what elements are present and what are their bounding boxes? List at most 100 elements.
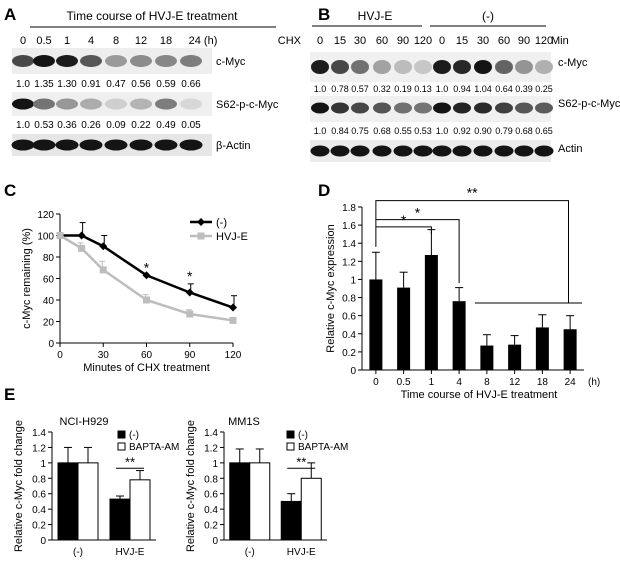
panel-a-cmyc-band-0: [12, 55, 34, 67]
chart-d-ytick-label: 1.6: [342, 221, 356, 232]
chart-e1-xtick-label-1: HVJ-E: [116, 547, 145, 558]
chart-e2-bar-1-0: [249, 462, 271, 541]
panel-b-actin-band-1: [330, 145, 350, 157]
panel-a-s62-band-7: [180, 98, 202, 110]
chart-c-point-0-3: [142, 271, 151, 280]
chart-e1-significance-0: **: [125, 454, 135, 469]
chart-c-xtick-label: 120: [225, 350, 242, 361]
panel-b-timepoint-11: 120: [535, 35, 553, 47]
panel-b-group-hvje: HVJ-E: [358, 9, 393, 23]
panel-b-blot-s62-label: S62-p-c-Myc: [558, 98, 620, 110]
chart-d-xtick-label-4: 8: [484, 377, 490, 388]
panel-a-actin-band-2: [55, 139, 79, 151]
chart-d-bar-7: [563, 329, 577, 370]
panel-a-s62-band-0: [12, 98, 34, 110]
panel-b-s62-band-10: [515, 102, 533, 114]
panel-a-actin-band-1: [32, 139, 56, 151]
chart-d-xtick-label-1: 0.5: [397, 377, 411, 388]
chart-e2: 0 0.2 0.4 0.6 0.8 1 1.2 1.4 MM1S Relative c-Myc f…: [185, 416, 348, 558]
chart-e1-ytick-label: 0.2: [32, 521, 46, 532]
chart-c-significance-0: *: [144, 259, 150, 275]
panel-b-cmyc-value-4: 0.19: [394, 84, 412, 94]
chart-e2-ytick-label: 0.2: [204, 521, 218, 532]
chart-c-point-0-5: [229, 303, 237, 312]
panel-b-actin-band-6: [432, 145, 452, 157]
panel-b-s62-value-8: 0.90: [474, 126, 492, 136]
chart-c-xlabel: Minutes of CHX treatment: [83, 362, 210, 374]
panel-a-s62-value-0: 1.0: [16, 120, 30, 131]
chart-c-significance-1: *: [187, 268, 193, 284]
chart-d-bar-4: [480, 345, 494, 370]
panel-a-s62-value-2: 0.36: [57, 120, 77, 131]
panel-b-timepoint-10: 90: [518, 35, 530, 47]
panel-a-cmyc-band-4: [105, 55, 127, 67]
chart-c-ytick-label: 60: [43, 275, 55, 286]
chart-e1-ytick-label: 0.6: [32, 490, 46, 501]
chart-c-ytick-label: 100: [37, 232, 54, 243]
panel-a-timepoint-2: 1: [64, 35, 70, 47]
chart-d-ytick-label: 1.8: [342, 203, 356, 214]
panel-a-s62-band-2: [56, 98, 78, 110]
panel-b-cmyc-value-9: 0.64: [495, 84, 513, 94]
panel-b-timepoint-9: 60: [498, 35, 510, 47]
panel-a-s62-band-6: [155, 98, 177, 110]
chart-e2-ylabel: Relative c-Myc fold change: [185, 420, 197, 552]
chart-c-point-1-2: [99, 266, 107, 274]
panel-b-s62-band-5: [414, 102, 432, 114]
chart-c-ytick-label: 40: [43, 296, 55, 307]
chart-e1-bar-0-0: [57, 462, 79, 541]
chart-d-xtick-label-5: 12: [509, 377, 521, 388]
chart-c-xtick-label: 30: [98, 350, 110, 361]
chart-e1: 0 0.2 0.4 0.6 0.8 1 1.2 1.4 NCI-H929 Relative c-M…: [13, 416, 179, 558]
panel-b-actin-band-10: [514, 145, 534, 157]
panel-letter-b: B: [318, 5, 330, 24]
panel-b-actin-band-5: [413, 145, 433, 157]
panel-a-timepoint-5: 12: [135, 35, 147, 47]
panel-b-s62-band-11: [535, 102, 553, 114]
chart-e1-bar-1-0: [77, 462, 99, 541]
panel-b-cmyc-value-2: 0.57: [351, 84, 369, 94]
panel-a-s62-band-5: [130, 98, 152, 110]
panel-b-s62-band-9: [495, 102, 513, 114]
panel-b-cmyc-value-3: 0.32: [373, 84, 391, 94]
chart-d-ytick-label: 0.8: [342, 294, 356, 305]
panel-b-timepoint-0: 0: [317, 35, 323, 47]
panel-b-timepoint-8: 30: [477, 35, 489, 47]
chart-e2-legend-label-1: BAPTA-AM: [298, 442, 348, 453]
chart-d-xtick-label-6: 18: [537, 377, 549, 388]
chart-c-ytick-label: 0: [48, 339, 54, 350]
panel-b-actin-band-4: [393, 145, 413, 157]
panel-b-timepoint-1: 15: [334, 35, 346, 47]
chart-d-ytick-label: 1.4: [342, 239, 356, 250]
panel-a-blot-actin-label: β-Actin: [216, 140, 250, 152]
panel-b-actin-band-0: [310, 145, 330, 157]
panel-a-s62-value-6: 0.49: [156, 120, 176, 131]
panel-b-s62-band-0: [311, 102, 329, 114]
panel-b-s62-band-1: [331, 102, 349, 114]
chart-e2-ytick-label: 1: [212, 459, 218, 470]
chart-c-point-0-1: [77, 231, 86, 240]
panel-b-cmyc-value-7: 0.94: [453, 84, 471, 94]
chart-c-point-1-3: [143, 296, 150, 304]
panel-a-s62-value-5: 0.22: [131, 120, 151, 131]
chart-c-ytick-label: 20: [43, 318, 55, 329]
panel-b-blot-actin-label: Actin: [558, 143, 582, 155]
panel-a-cmyc-band-3: [80, 55, 102, 67]
panel-b-blot-cmyc-label: c-Myc: [558, 57, 588, 69]
chart-d-bracket-1: [375, 219, 460, 284]
panel-b-cmyc-band-2: [351, 60, 369, 74]
panel-a-cmyc-band-7: [180, 55, 202, 67]
chart-e2-legend-swatch-0: [286, 430, 295, 439]
panel-a-cmyc-value-5: 0.56: [131, 79, 151, 90]
panel-a-actin-band-7: [179, 139, 203, 151]
chart-e2-xtick-label-1: HVJ-E: [287, 547, 316, 558]
panel-a: Time course of HVJ-E treatment 0 0.5 1 4 8 12…: [11, 9, 279, 156]
panel-a-timepoint-0: 0: [20, 35, 26, 47]
panel-b-cmyc-value-1: 0.78: [331, 84, 349, 94]
panel-b-cmyc-band-11: [535, 60, 553, 74]
chart-e1-ylabel: Relative c-Myc fold change: [13, 420, 25, 552]
panel-b-cmyc-band-9: [495, 60, 513, 74]
panel-b-cmyc-band-1: [331, 60, 349, 74]
